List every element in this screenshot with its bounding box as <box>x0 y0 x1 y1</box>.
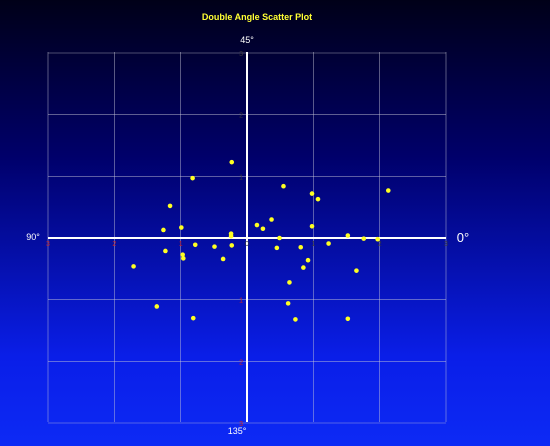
x-tick-label: 1 <box>311 241 315 248</box>
data-point <box>293 317 298 322</box>
y-tick-label: 3 <box>239 51 243 58</box>
data-point <box>326 241 331 246</box>
data-point <box>179 225 184 230</box>
data-point <box>161 227 166 233</box>
angle-label-top: 45° <box>240 35 254 45</box>
data-point <box>229 159 235 165</box>
data-point <box>298 244 304 250</box>
data-point <box>212 244 217 249</box>
data-point <box>167 203 173 209</box>
angle-label-left: 90° <box>26 232 40 242</box>
data-point <box>287 280 292 285</box>
data-point <box>190 315 196 321</box>
scatter-points <box>131 159 391 322</box>
data-point <box>345 316 351 322</box>
data-point <box>220 256 226 262</box>
data-point <box>309 223 315 229</box>
x-tick-label: 2 <box>112 241 116 248</box>
data-point <box>385 188 391 193</box>
x-tick-label: 0 <box>245 241 249 248</box>
data-point <box>315 196 321 202</box>
data-point <box>154 304 160 309</box>
data-point <box>309 191 315 196</box>
data-point <box>354 268 359 273</box>
y-tick-label: 3 <box>239 421 243 428</box>
tick-labels: 3 2 1 0 1 2 3 3 2 1 1 2 3 <box>46 51 448 428</box>
x-tick-label: 3 <box>46 241 50 248</box>
data-point <box>281 183 286 189</box>
data-point <box>277 235 282 241</box>
data-point <box>180 252 185 257</box>
plot-axes <box>48 52 446 422</box>
data-point <box>305 257 311 263</box>
angle-label-right: 0° <box>457 230 469 245</box>
data-point <box>192 242 198 248</box>
x-tick-label: 3 <box>444 241 448 248</box>
y-tick-label: 1 <box>239 174 243 181</box>
x-tick-label: 1 <box>179 241 183 248</box>
data-point <box>285 301 291 306</box>
data-point <box>163 248 168 254</box>
data-point <box>361 236 367 241</box>
data-point <box>269 217 274 222</box>
data-point <box>131 264 136 269</box>
data-point <box>375 236 380 242</box>
data-point <box>181 256 186 261</box>
data-point <box>229 243 235 248</box>
y-tick-label: 2 <box>239 359 243 366</box>
data-point <box>228 233 234 239</box>
data-point <box>190 175 195 181</box>
data-point <box>274 245 280 251</box>
y-tick-label: 1 <box>239 298 243 305</box>
x-tick-label: 2 <box>378 241 382 248</box>
y-tick-label: 2 <box>239 113 243 120</box>
data-point <box>301 265 306 270</box>
data-point <box>260 226 266 232</box>
data-point <box>345 233 351 238</box>
data-point <box>254 222 260 228</box>
chart-title: Double Angle Scatter Plot <box>202 12 312 22</box>
angle-label-bottom: 135° <box>228 426 247 436</box>
